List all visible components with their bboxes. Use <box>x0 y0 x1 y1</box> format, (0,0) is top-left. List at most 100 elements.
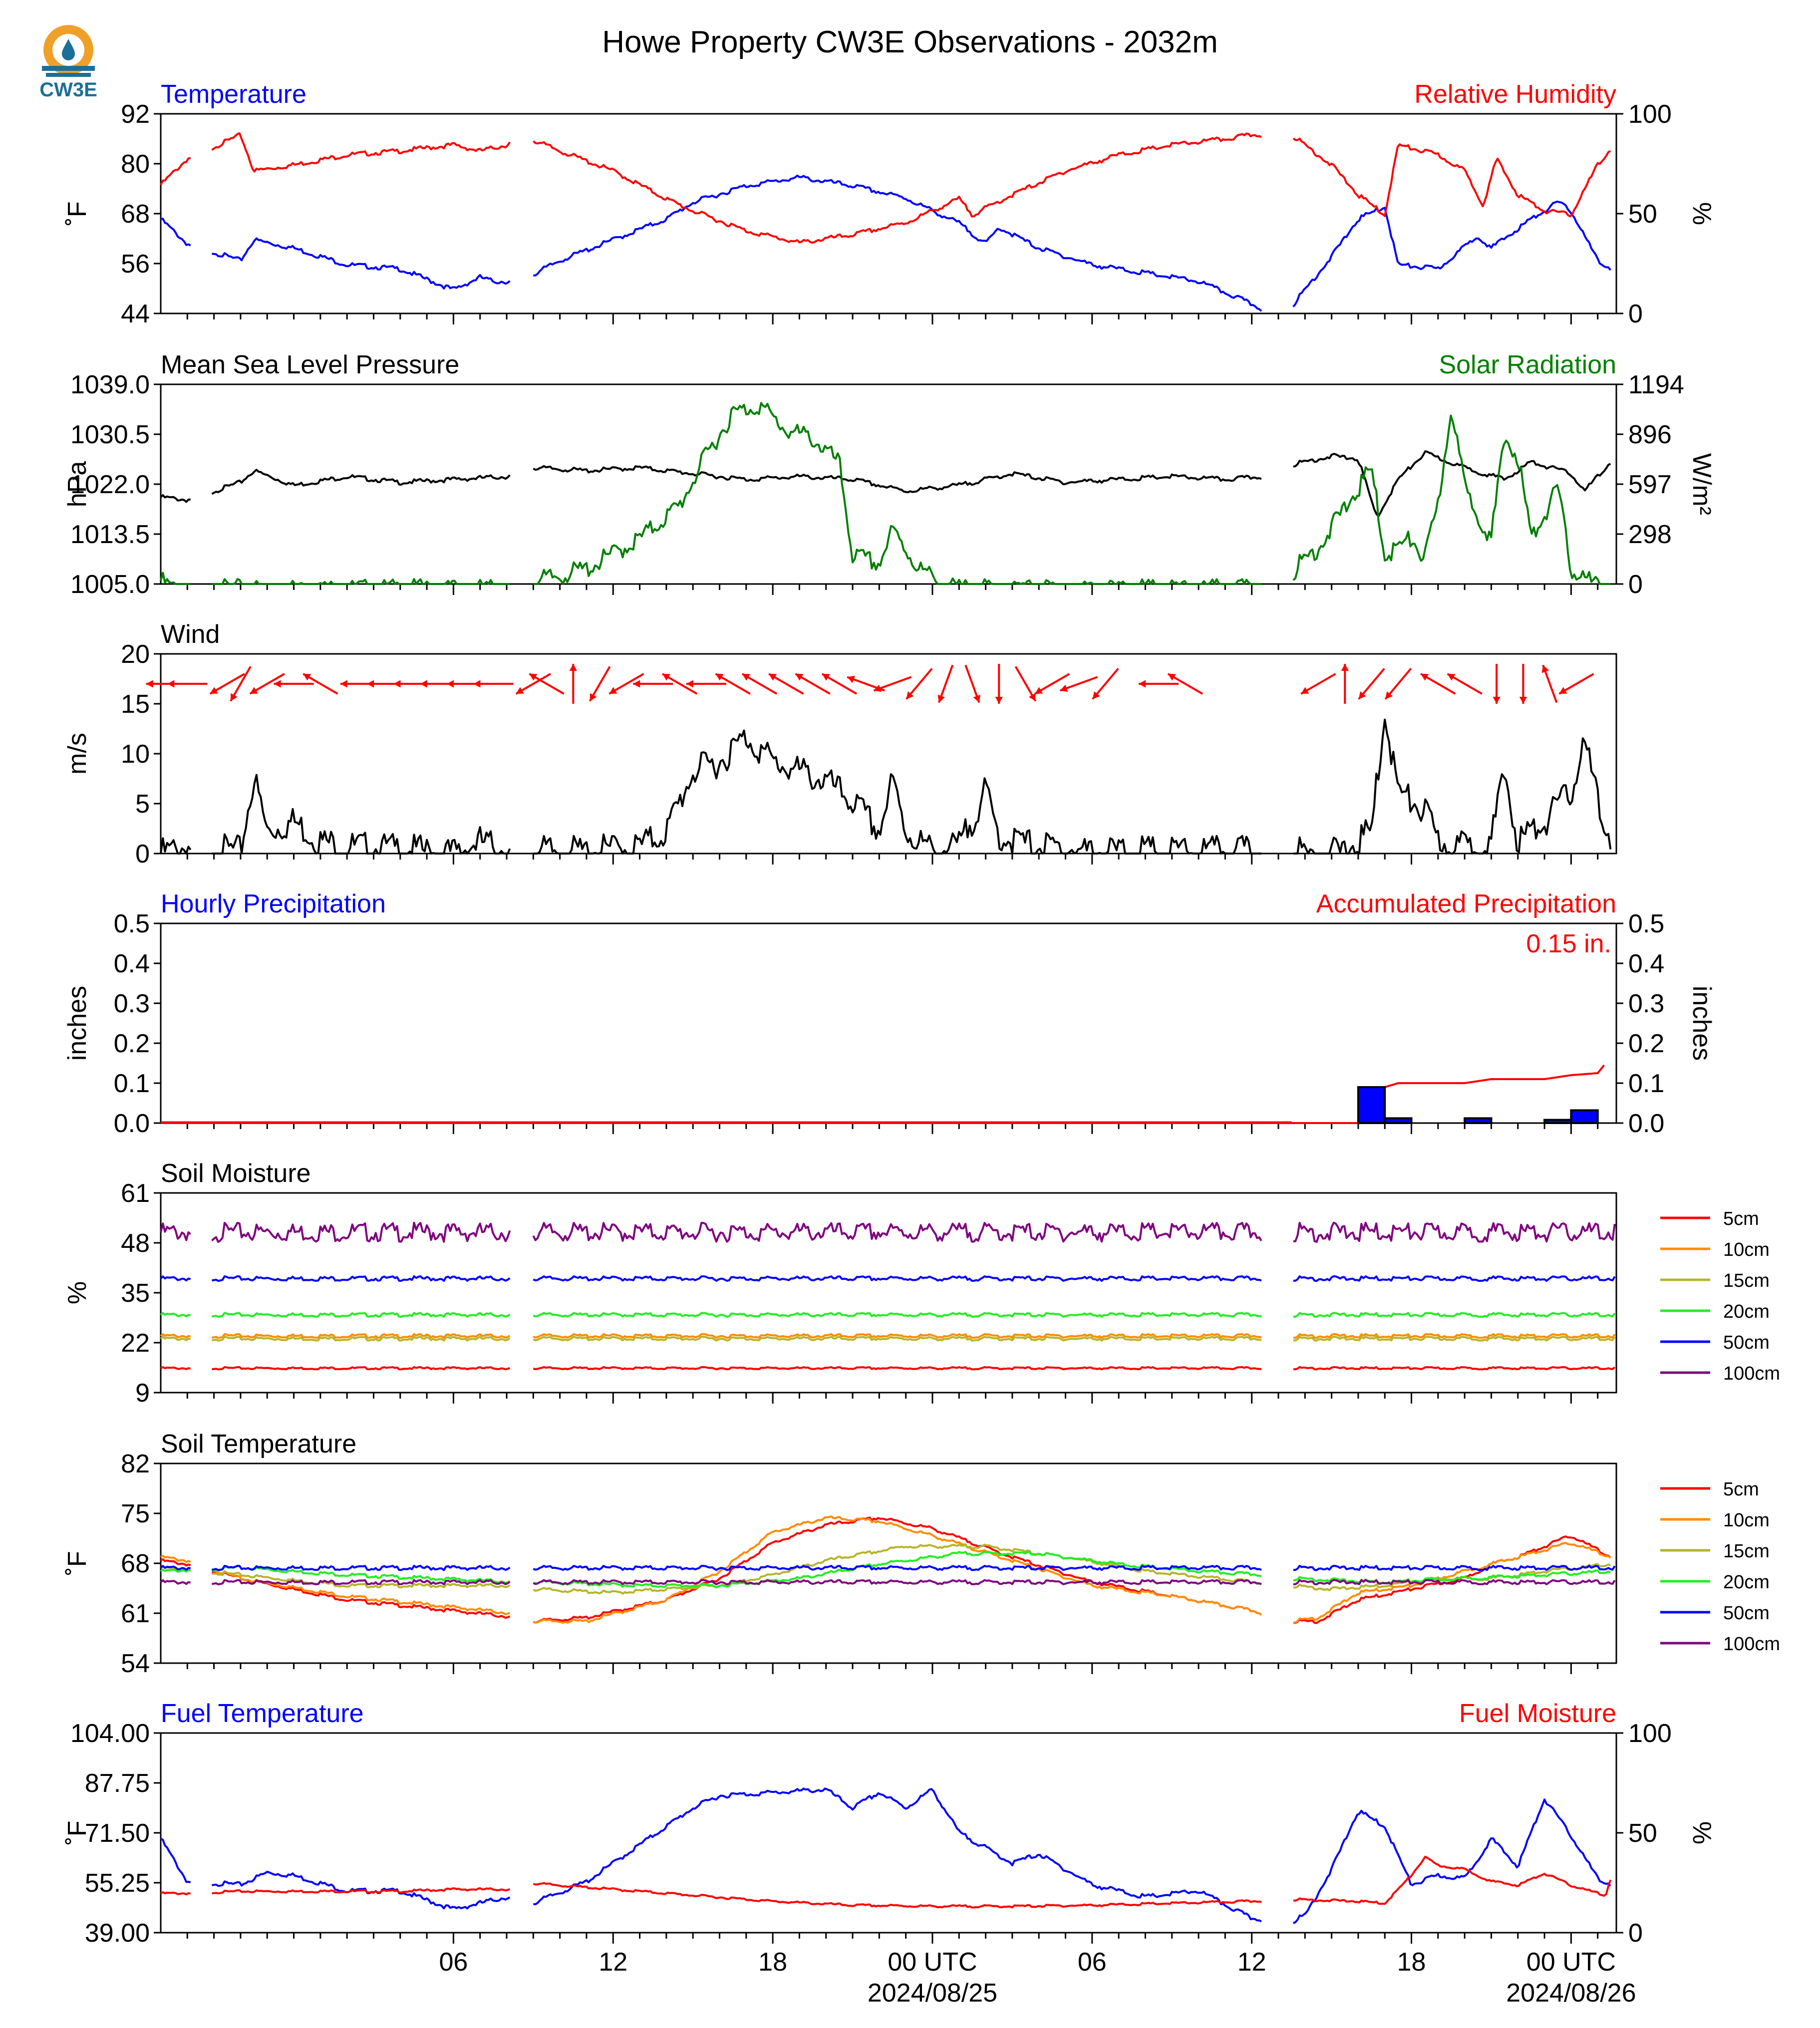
panel-wind: 20 15 10 5 0 Wind m/s <box>63 620 1617 869</box>
panel-title-right: Accumulated Precipitation <box>1316 889 1616 918</box>
x-date-label: 2024/08/26 <box>1506 1979 1636 2008</box>
series-line-10cm <box>160 1515 1611 1624</box>
y-tick-label: 61 <box>121 1179 150 1208</box>
series-line-50cm <box>160 1275 1616 1282</box>
y-axis-label: hPa <box>63 461 92 508</box>
y-tick-label: 55.25 <box>85 1869 150 1898</box>
y-tick-label: 1005.0 <box>70 570 150 599</box>
wind-arrow-head <box>1541 665 1549 673</box>
wind-arrow-head <box>715 674 724 681</box>
wind-arrow-head <box>146 680 153 688</box>
panel-title-left: Soil Moisture <box>161 1159 311 1188</box>
panel-precip: 0.5 0.4 0.3 0.2 0.1 0.0 0.5 0.4 0.3 0.2 0.1 0.0 Hour… <box>63 889 1716 1138</box>
y-tick-label: 61 <box>121 1599 150 1628</box>
cw3e-logo-icon <box>42 25 95 77</box>
series-line-fuel-moisture <box>160 1855 1612 1909</box>
panel-title-left: Mean Sea Level Pressure <box>161 350 459 379</box>
wind-arrow-head <box>590 693 597 701</box>
y-axis-label: inches <box>63 986 92 1061</box>
wind-arrow-head <box>1341 664 1349 671</box>
wind-arrow-head <box>633 680 640 688</box>
legend-label: 15cm <box>1723 1541 1770 1562</box>
y-tick-label: 87.75 <box>85 1769 150 1798</box>
wind-arrow-head <box>1301 687 1309 694</box>
precip-bar <box>1570 1109 1599 1124</box>
x-tick-label: 06 <box>439 1948 468 1977</box>
legend-label: 10cm <box>1723 1510 1770 1531</box>
y-axis-label-right: W/m² <box>1687 453 1716 515</box>
y-tick-label-right: 50 <box>1628 1819 1657 1848</box>
y-tick-label-right: 896 <box>1628 420 1672 449</box>
wind-arrow-head <box>686 680 693 688</box>
panel-title-right: Solar Radiation <box>1439 350 1616 379</box>
legend-label: 20cm <box>1723 1572 1770 1593</box>
wind-arrow-head <box>769 674 777 681</box>
legend-label: 5cm <box>1723 1479 1759 1500</box>
wind-arrow-head <box>516 687 524 694</box>
panel-frame <box>160 383 1617 585</box>
y-tick-label: 0.5 <box>114 909 150 938</box>
y-tick-label: 80 <box>121 150 150 179</box>
chart-title: Howe Property CW3E Observations - 2032m <box>602 25 1218 59</box>
wind-arrow-head <box>1385 691 1393 699</box>
y-tick-label-right: 597 <box>1628 470 1672 499</box>
wind-arrow-head <box>937 694 945 703</box>
y-axis-label: % <box>63 1281 92 1304</box>
y-tick-label-right: 50 <box>1628 200 1657 229</box>
y-axis-label: ˚F <box>63 1551 92 1575</box>
wind-arrow-head <box>609 687 617 694</box>
wind-arrow-head <box>167 680 175 688</box>
y-axis-label-right: % <box>1687 202 1716 225</box>
wind-arrow-head <box>473 680 481 688</box>
series-line-mean-sea-level-pressure <box>160 450 1611 518</box>
panel-fuel: 104.00 87.75 71.50 55.25 39.00 100 50 0 Fuel Tem… <box>63 1699 1716 1948</box>
legend-label: 50cm <box>1723 1332 1770 1353</box>
y-tick-label: 104.00 <box>70 1719 150 1748</box>
legend-label: 100cm <box>1723 1634 1780 1655</box>
panel-soil_temperature: 82 75 68 61 54 Soil Temperature ˚F 5cm 10cm 15cm 2… <box>63 1430 1780 1678</box>
panel-soil_moisture: 61 48 35 22 9 Soil Moisture% 5cm 10cm 15cm 20cm 50… <box>63 1159 1780 1408</box>
y-tick-label: 39.00 <box>85 1919 150 1948</box>
series-line-solar-radiation <box>160 402 1611 585</box>
y-tick-label: 44 <box>121 299 150 328</box>
panel-pressure_solar: 1039.0 1030.5 1022.0 1013.5 1005.0 1194 896 597… <box>63 350 1716 599</box>
y-tick-label: 9 <box>135 1379 150 1408</box>
x-tick-label: 00 UTC <box>888 1948 977 1977</box>
y-tick-label: 35 <box>121 1279 150 1308</box>
y-axis-label: ˚F <box>63 1820 92 1845</box>
y-tick-label: 22 <box>121 1329 150 1358</box>
wind-arrow-head <box>569 664 577 671</box>
panel-title-left: Soil Temperature <box>161 1430 356 1458</box>
y-tick-label-right: 0.5 <box>1628 909 1664 938</box>
legend-label: 5cm <box>1723 1208 1759 1229</box>
legend-label: 15cm <box>1723 1270 1770 1291</box>
series-line-accumulated-precipitation <box>161 1064 1605 1124</box>
y-tick-label: 1039.0 <box>70 370 150 399</box>
series-line-10cm <box>160 1333 1616 1339</box>
legend-label: 20cm <box>1723 1301 1770 1322</box>
wind-arrow-head <box>1060 684 1068 692</box>
panel-title-left: Fuel Temperature <box>161 1699 364 1728</box>
series-line-100cm <box>160 1221 1616 1243</box>
series-line-wind <box>160 718 1612 855</box>
wind-arrow-head <box>367 680 374 688</box>
wind-arrow-head <box>420 680 427 688</box>
y-tick-label: 0.4 <box>114 949 150 978</box>
y-tick-label: 0.2 <box>114 1029 150 1058</box>
wind-arrow-head <box>973 694 981 703</box>
series-line-20cm <box>160 1312 1616 1318</box>
series-line-relative-humidity <box>160 132 1611 244</box>
wind-arrow-head <box>340 680 347 688</box>
x-tick-label: 18 <box>758 1948 787 1977</box>
y-tick-label-right: 100 <box>1628 1719 1672 1748</box>
y-tick-label-right: 0.0 <box>1628 1109 1664 1138</box>
y-axis-label-right: inches <box>1687 986 1716 1061</box>
x-tick-label: 18 <box>1397 1948 1426 1977</box>
y-tick-label: 0.3 <box>114 989 150 1018</box>
wind-arrow-head <box>995 696 1003 704</box>
wind-arrow-head <box>742 674 750 681</box>
wind-arrow-head <box>274 680 281 688</box>
panel-frame <box>160 113 1617 314</box>
